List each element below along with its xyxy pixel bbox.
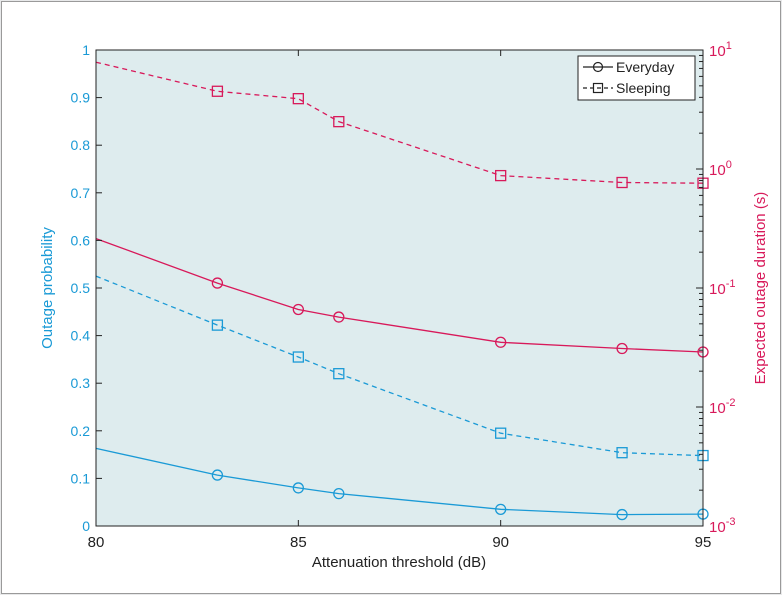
right-y-tick-label: 10-1 <box>709 278 735 298</box>
right-y-tick-label: 100 <box>709 159 732 179</box>
series-line-right-sleeping <box>95 61 704 184</box>
right-y-tick-label: 10-3 <box>709 516 735 536</box>
legend-marker-circle <box>592 61 604 73</box>
x-tick-label: 85 <box>290 534 307 551</box>
plot-area <box>96 50 703 526</box>
legend-marker-square <box>592 82 604 94</box>
data-point-square <box>292 93 304 105</box>
data-point-square <box>616 447 628 459</box>
axis-layer: 80 85 90 95 0 0.1 0.2 0.3 0.4 0.5 0.6 0.7 0.8 0.9 1 10-… <box>71 40 736 551</box>
right-y-tick-label: 10-2 <box>709 397 735 417</box>
left-y-tick-label: 0.5 <box>71 280 91 296</box>
left-y-axis-label: Outage probability <box>39 227 56 349</box>
x-tick-label: 80 <box>88 534 105 551</box>
data-point-circle <box>616 508 628 521</box>
data-point-square <box>495 169 507 182</box>
left-y-tick-label: 0.4 <box>71 328 91 344</box>
data-point-square <box>211 85 224 97</box>
legend-label-sleeping: Sleeping <box>616 80 671 96</box>
data-point-circle <box>292 303 304 316</box>
data-point-square <box>495 427 507 439</box>
x-tick-label: 90 <box>492 534 509 551</box>
left-y-tick-label: 0.8 <box>71 137 91 153</box>
series-line-right-everyday <box>95 237 704 353</box>
series-line-left-sleeping <box>95 275 704 457</box>
left-y-tick-label: 0 <box>82 518 90 534</box>
legend: Everyday Sleeping <box>577 55 696 101</box>
data-point-circle <box>333 487 345 500</box>
data-point-circle <box>495 336 507 348</box>
left-y-tick-label: 0.6 <box>71 232 91 248</box>
x-axis-label: Attenuation threshold (dB) <box>312 554 486 571</box>
right-y-tick-label: 101 <box>709 40 732 60</box>
data-point-square <box>292 351 304 363</box>
left-y-tick-label: 0.3 <box>71 375 91 391</box>
left-y-tick-label: 0.7 <box>71 185 91 201</box>
legend-label-everyday: Everyday <box>616 59 674 75</box>
left-y-tick-label: 0.9 <box>71 90 91 106</box>
data-point-circle <box>211 277 224 289</box>
left-y-tick-label: 0.2 <box>71 423 91 439</box>
data-point-square <box>333 368 345 380</box>
left-y-tick-label: 1 <box>82 42 90 58</box>
left-y-tick-label: 0.1 <box>71 470 91 486</box>
data-point-circle <box>495 503 507 515</box>
data-point-circle <box>292 482 304 494</box>
series-line-left-everyday <box>95 447 704 516</box>
series-layer <box>95 61 709 521</box>
data-point-square <box>333 115 345 128</box>
x-tick-label: 95 <box>695 534 712 551</box>
data-point-circle <box>616 342 628 355</box>
data-point-square <box>616 176 628 189</box>
data-point-circle <box>333 311 345 323</box>
data-point-square <box>211 319 224 331</box>
data-point-circle <box>211 469 224 481</box>
right-y-axis-label: Expected outage duration (s) <box>752 192 769 385</box>
